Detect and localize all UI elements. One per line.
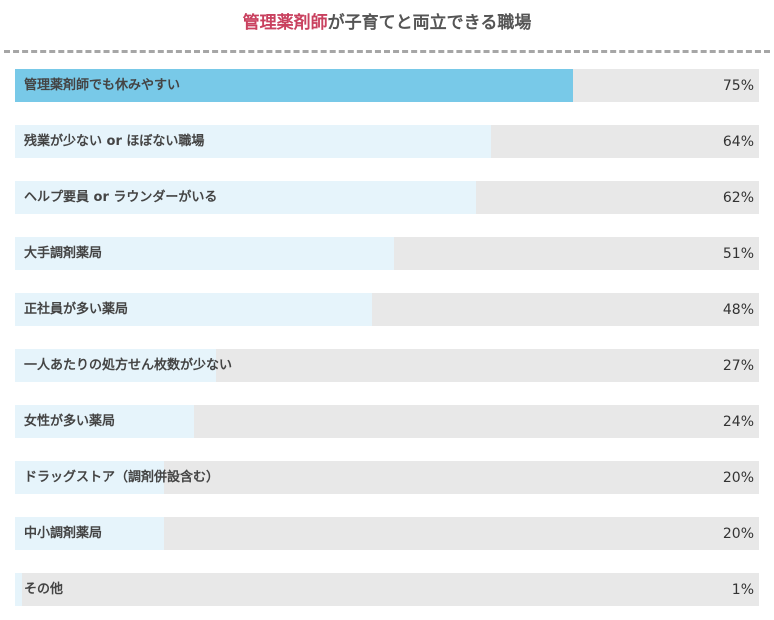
- bar-label: その他: [24, 582, 64, 597]
- bar-row: 大手調剤薬局 51%: [15, 237, 759, 270]
- bar-row: 正社員が多い薬局 48%: [15, 293, 759, 326]
- bar-row: 中小調剤薬局 20%: [15, 517, 759, 550]
- bar: [15, 461, 164, 494]
- bar-label: 管理薬剤師でも休みやすい: [24, 78, 181, 93]
- bar-value-label: 48%: [722, 302, 754, 318]
- bar: [15, 293, 373, 326]
- bar-row: 一人あたりの処方せん枚数が少ない 27%: [15, 349, 759, 382]
- bar-value-label: 51%: [722, 246, 754, 262]
- bar: [15, 237, 395, 270]
- bar-value-label: 20%: [722, 526, 754, 542]
- chart-title-rest: が子育てと両立できる職場: [327, 13, 532, 33]
- bar-value-label: 62%: [722, 190, 754, 206]
- bar-label: 正社員が多い薬局: [24, 302, 129, 317]
- bar-row: その他 1%: [15, 573, 759, 606]
- chart-title-highlight: 管理薬剤師: [242, 13, 328, 33]
- bar-value-label: 24%: [722, 414, 754, 430]
- bar-value-label: 75%: [722, 78, 754, 94]
- bar-label: 大手調剤薬局: [24, 246, 103, 261]
- bar-label: 中小調剤薬局: [24, 526, 103, 541]
- bar: [15, 517, 164, 550]
- bar-track: [15, 573, 759, 606]
- bar-value-label: 20%: [722, 470, 754, 486]
- bar-label: 女性が多い薬局: [24, 414, 116, 429]
- bar: [15, 405, 194, 438]
- bar-value-label: 27%: [722, 358, 754, 374]
- bar-row: 女性が多い薬局 24%: [15, 405, 759, 438]
- bar: [15, 573, 23, 606]
- bar-label: ドラッグストア（調剤併設含む）: [24, 470, 220, 485]
- bar: [15, 125, 492, 158]
- bar-label: 残業が少ない or ほぼない職場: [24, 134, 205, 149]
- bar-row: 残業が少ない or ほぼない職場 64%: [15, 125, 759, 158]
- bar-label: ヘルプ要員 or ラウンダーがいる: [24, 190, 218, 205]
- chart-title: 管理薬剤師が子育てと両立できる職場: [0, 10, 774, 36]
- bar-row: ドラッグストア（調剤併設含む） 20%: [15, 461, 759, 494]
- bar: [15, 181, 477, 214]
- bar: [15, 69, 573, 102]
- dashed-divider: [4, 50, 770, 53]
- bar-row: ヘルプ要員 or ラウンダーがいる 62%: [15, 181, 759, 214]
- bar: [15, 349, 216, 382]
- bar-value-label: 64%: [722, 134, 754, 150]
- bar-row: 管理薬剤師でも休みやすい 75%: [15, 69, 759, 102]
- bar-value-label: 1%: [731, 582, 754, 598]
- bar-label: 一人あたりの処方せん枚数が少ない: [24, 358, 233, 373]
